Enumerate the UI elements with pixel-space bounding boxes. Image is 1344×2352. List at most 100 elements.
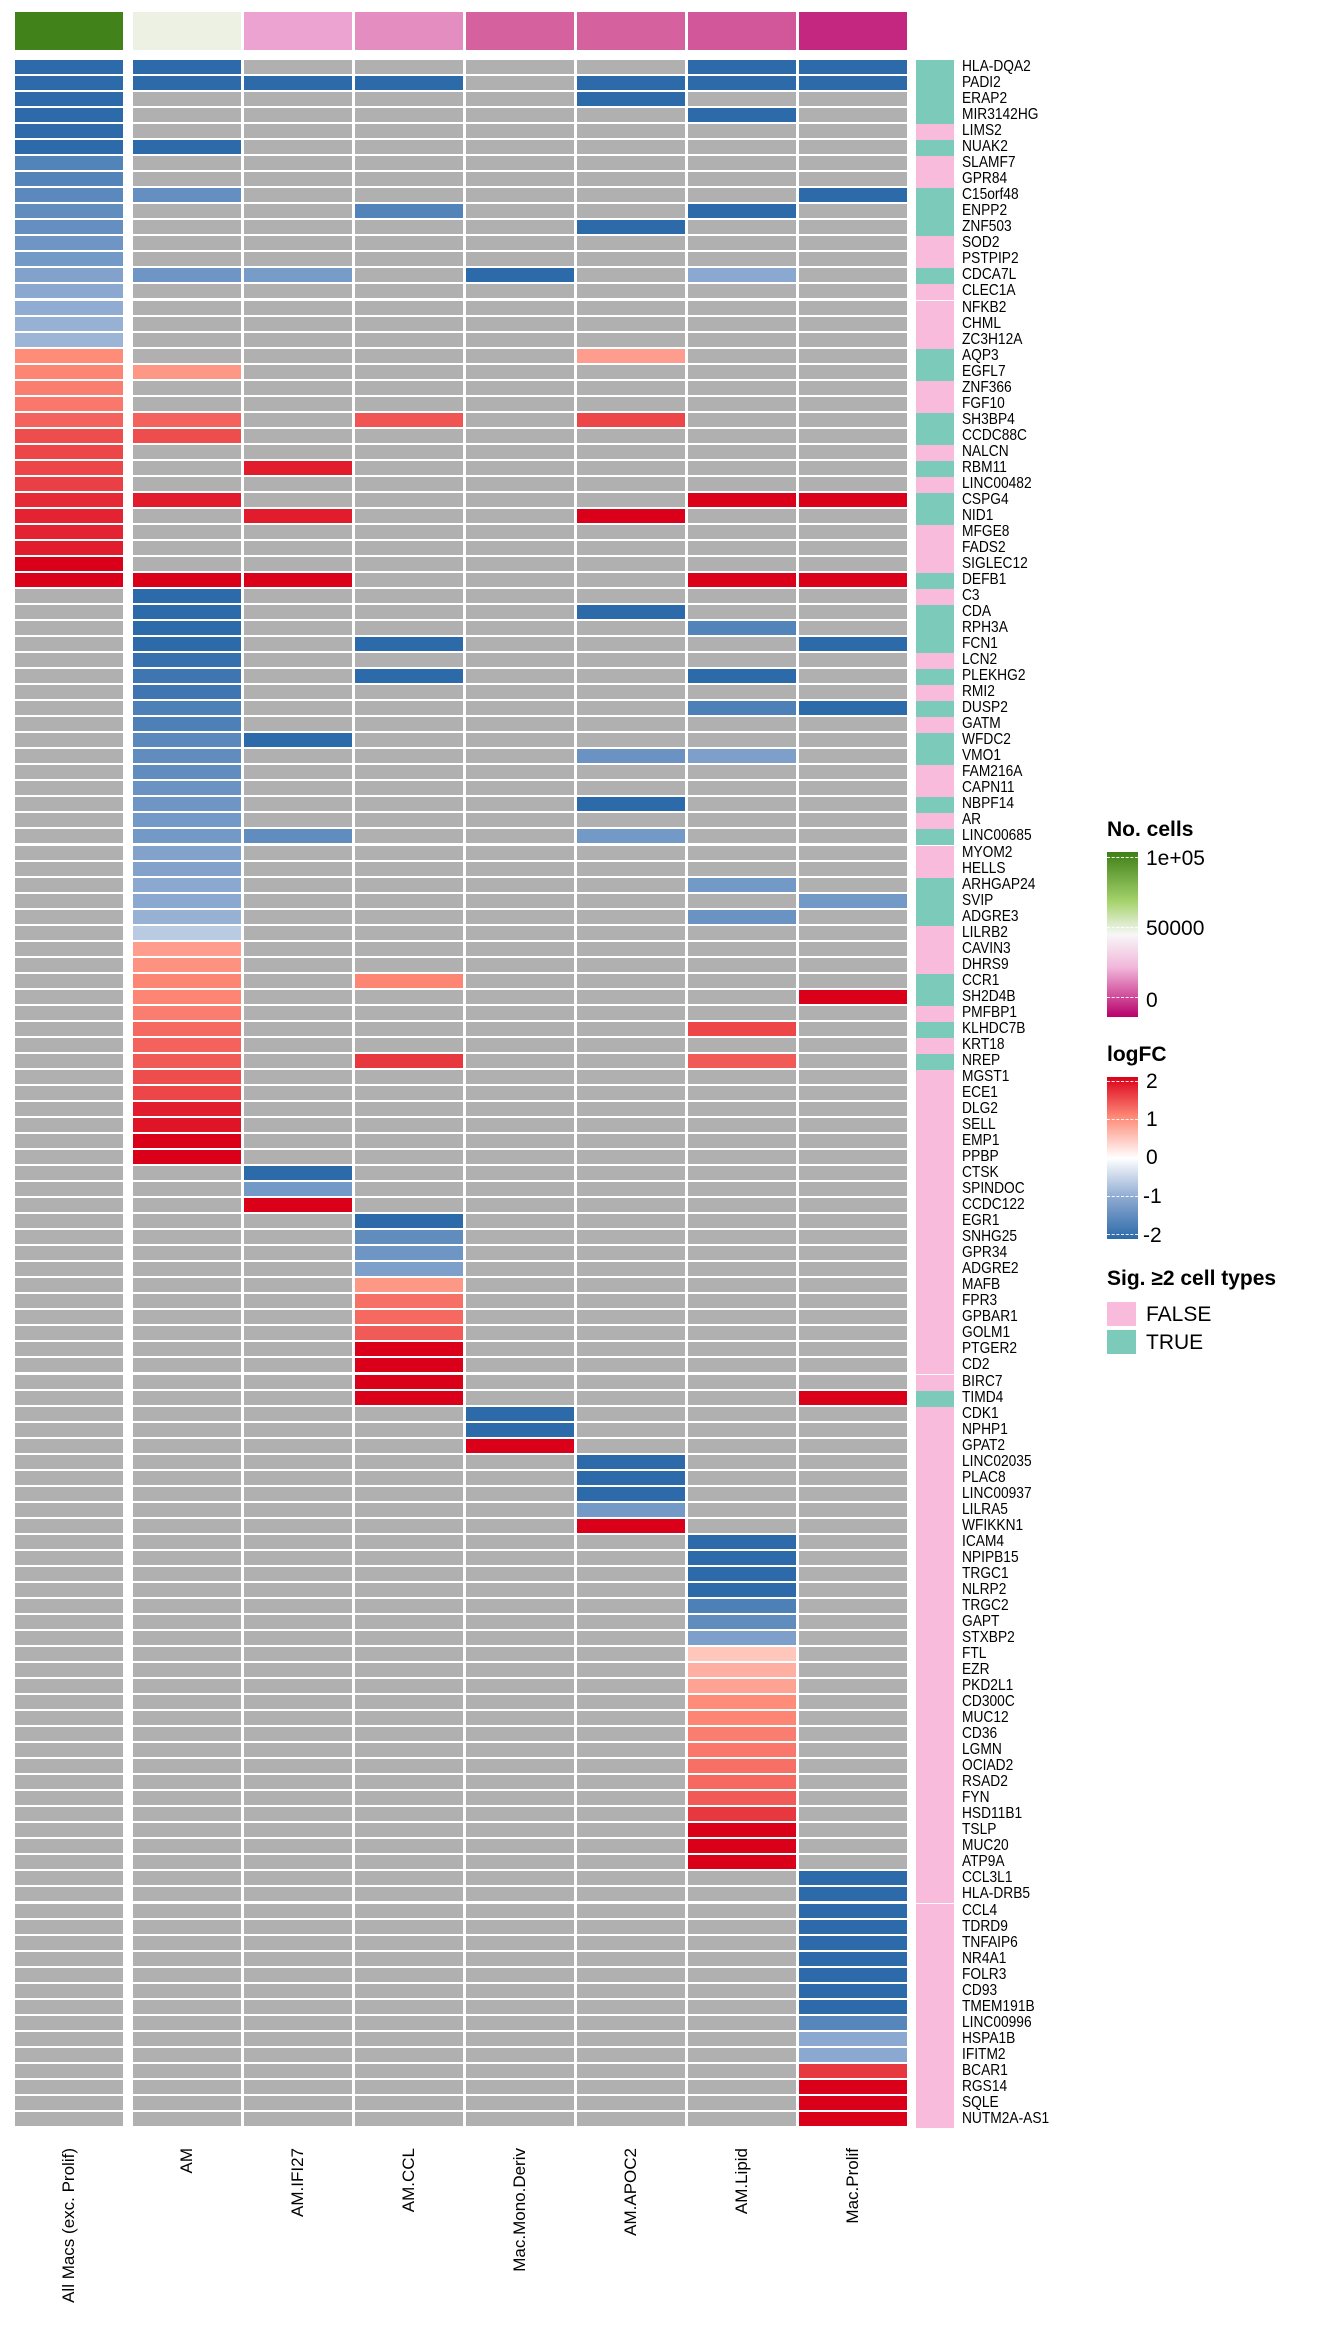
heatmap-cell	[577, 2031, 685, 2046]
heatmap-cell	[15, 92, 123, 107]
heatmap-cell	[466, 1598, 574, 1613]
legend-no-cells-title: No. cells	[1107, 818, 1194, 841]
heatmap-cell	[15, 316, 123, 331]
heatmap-cell	[466, 1166, 574, 1181]
gene-label: GAPT	[962, 1612, 1000, 1630]
sig-annotation-cell	[916, 1422, 954, 1439]
heatmap-cell	[244, 1679, 352, 1693]
heatmap-cell	[577, 508, 685, 523]
heatmap-cell	[244, 1085, 352, 1100]
heatmap-cell	[577, 685, 685, 700]
sig-annotation-cell	[916, 92, 954, 109]
heatmap-cell	[15, 60, 123, 74]
heatmap-cell	[466, 300, 574, 315]
heatmap-cell	[688, 236, 796, 251]
sig-annotation-cell	[916, 172, 954, 189]
heatmap-cell	[244, 941, 352, 956]
sig-annotation-cell	[916, 1791, 954, 1808]
heatmap-cell	[688, 2031, 796, 2046]
gene-label: SOD2	[962, 234, 1000, 252]
heatmap-cell	[133, 1214, 241, 1229]
gene-label: FPR3	[962, 1292, 998, 1310]
heatmap-cell	[799, 1775, 907, 1790]
heatmap-cell	[244, 733, 352, 748]
heatmap-cell	[688, 653, 796, 668]
heatmap-cell	[244, 2031, 352, 2046]
heatmap-cell	[466, 1855, 574, 1870]
sig-annotation-cell	[916, 1262, 954, 1279]
heatmap-cell	[15, 1518, 123, 1533]
sig-annotation-cell	[916, 589, 954, 606]
heatmap-cell	[244, 1711, 352, 1726]
gene-label: CTSK	[962, 1164, 999, 1182]
heatmap-cell	[355, 1085, 463, 1100]
heatmap-cell	[15, 300, 123, 315]
heatmap-cell	[133, 1182, 241, 1197]
heatmap-cell	[133, 781, 241, 796]
heatmap-cell	[15, 252, 123, 267]
heatmap-cell	[244, 797, 352, 812]
sig-annotation-cell	[916, 380, 954, 397]
heatmap-cell	[355, 1294, 463, 1309]
heatmap-cell	[577, 1598, 685, 1613]
heatmap-cell	[688, 252, 796, 267]
heatmap-cell	[577, 1614, 685, 1629]
sig-annotation-cell	[916, 861, 954, 878]
heatmap-cell	[133, 1422, 241, 1437]
heatmap-cell	[244, 749, 352, 764]
heatmap-cell	[577, 492, 685, 507]
sig-annotation-cell	[916, 1727, 954, 1744]
sig-annotation-cell	[916, 2095, 954, 2112]
heatmap-cell	[466, 1262, 574, 1277]
heatmap-cell	[577, 1903, 685, 1918]
heatmap-cell	[244, 845, 352, 860]
heatmap-cell	[133, 845, 241, 860]
heatmap-cell	[355, 1502, 463, 1517]
sig-annotation-cell	[916, 1102, 954, 1119]
heatmap-cell	[466, 252, 574, 267]
heatmap-cell	[577, 1278, 685, 1293]
heatmap-cell	[15, 1550, 123, 1565]
heatmap-cell	[577, 364, 685, 379]
heatmap-cell	[799, 957, 907, 972]
heatmap-cell	[244, 2015, 352, 2030]
heatmap-cell	[133, 1037, 241, 1052]
heatmap-cell	[688, 108, 796, 123]
heatmap-cell	[355, 1021, 463, 1036]
heatmap-cell	[355, 188, 463, 203]
heatmap-cell	[466, 781, 574, 796]
heatmap-cell	[577, 140, 685, 155]
heatmap-cell	[688, 813, 796, 828]
heatmap-cell	[799, 877, 907, 892]
heatmap-cell	[799, 1310, 907, 1325]
heatmap-cell	[688, 701, 796, 716]
heatmap-cell	[577, 733, 685, 748]
gene-label: SH3BP4	[962, 410, 1015, 428]
heatmap-cell	[355, 220, 463, 235]
gene-label: ADGRE2	[962, 1260, 1019, 1278]
heatmap-cell	[244, 605, 352, 619]
sig-annotation-cell	[916, 1711, 954, 1728]
heatmap-cell	[799, 1005, 907, 1020]
heatmap-cell	[466, 893, 574, 908]
legend-true-label: TRUE	[1146, 1331, 1204, 1354]
legend-logfc-tick-0: 0	[1146, 1146, 1158, 1169]
sig-annotation-cell	[916, 1999, 954, 2016]
heatmap-cell	[355, 460, 463, 475]
gene-label: MIR3142HG	[962, 106, 1039, 124]
heatmap-cell	[244, 1630, 352, 1645]
heatmap-cell	[355, 877, 463, 892]
heatmap-cell	[577, 1085, 685, 1100]
heatmap-cell	[244, 1021, 352, 1036]
heatmap-cell	[15, 861, 123, 876]
heatmap-cell	[688, 1679, 796, 1693]
heatmap-cell	[466, 1967, 574, 1982]
gene-label: SIGLEC12	[962, 554, 1028, 572]
sig-annotation-cell	[916, 1598, 954, 1615]
heatmap-cell	[466, 140, 574, 155]
heatmap-cell	[577, 2063, 685, 2078]
heatmap-cell	[244, 476, 352, 491]
heatmap-cell	[133, 573, 241, 587]
heatmap-cell	[577, 76, 685, 90]
heatmap-cell	[355, 428, 463, 443]
